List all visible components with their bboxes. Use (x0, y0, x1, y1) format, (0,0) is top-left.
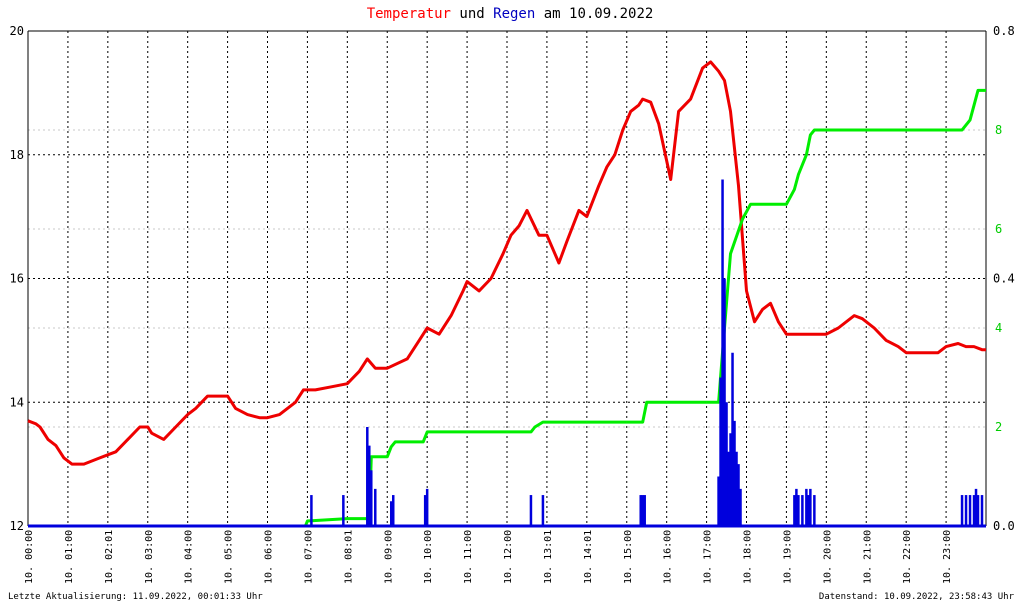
y-right-tick-labels: 0.0 0.4 0.8 2 4 6 8 (993, 24, 1015, 533)
y-right-inner-tick-label: 4 (995, 321, 1002, 335)
y-left-tick-label: 18 (10, 148, 24, 162)
x-tick-label: 10. 18:00 (743, 530, 754, 584)
x-tick-label: 10. 19:00 (782, 530, 793, 584)
y-right-outer-tick-label: 0.0 (993, 519, 1015, 533)
x-tick-label: 10. 09:00 (383, 530, 394, 584)
x-tick-label: 10. 13:01 (543, 530, 554, 584)
y-left-tick-labels: 12 14 16 18 20 (10, 24, 24, 533)
chart-title: Temperatur und Regen am 10.09.2022 (367, 6, 654, 22)
plot-area (27, 60, 986, 528)
x-tick-label: 10. 02:01 (104, 530, 115, 584)
y-left-tick-label: 14 (10, 395, 24, 409)
x-tick-label: 10. 15:00 (623, 530, 634, 584)
grid (28, 31, 986, 526)
y-right-inner-tick-label: 8 (995, 123, 1002, 137)
rain-cumulative-line (28, 88, 986, 528)
x-tick-label: 10. 05:00 (224, 530, 235, 584)
axes (27, 30, 987, 526)
x-tick-label: 10. 20:00 (822, 530, 833, 584)
y-right-outer-tick-label: 0.8 (993, 24, 1015, 38)
y-right-inner-tick-label: 2 (995, 420, 1002, 434)
x-tick-label: 10. 14:01 (583, 530, 594, 584)
x-tick-label: 10. 08:01 (343, 530, 354, 584)
y-right-outer-tick-label: 0.4 (993, 272, 1015, 286)
x-tick-label: 10. 23:00 (942, 530, 953, 584)
y-left-tick-label: 20 (10, 24, 24, 38)
x-tick-label: 10. 06:00 (264, 530, 275, 584)
x-tick-labels: 10. 00:00 10. 01:00 10. 02:01 10. 03:00 10. … (24, 530, 953, 584)
x-tick-label: 10. 16:00 (663, 530, 674, 584)
x-tick-label: 10. 17:00 (703, 530, 714, 584)
x-tick-label: 10. 11:00 (463, 530, 474, 584)
x-tick-label: 10. 10:00 (423, 530, 434, 584)
y-left-tick-label: 16 (10, 272, 24, 286)
title-temperature: Temperatur (367, 6, 451, 22)
title-and: und (451, 6, 493, 22)
x-tick-label: 10. 04:00 (184, 530, 195, 584)
title-date: am 10.09.2022 (535, 6, 653, 22)
x-tick-label: 10. 03:00 (144, 530, 155, 584)
title-rain: Regen (493, 6, 535, 22)
y-left-tick-label: 12 (10, 519, 24, 533)
last-update-text: Letzte Aktualisierung: 11.09.2022, 00:01… (8, 592, 263, 602)
x-tick-label: 10. 21:00 (862, 530, 873, 584)
data-status-text: Datenstand: 10.09.2022, 23:58:43 Uhr (818, 592, 1014, 602)
temperature-line (27, 60, 986, 466)
x-tick-label: 10. 07:00 (303, 530, 314, 584)
x-tick-label: 10. 01:00 (64, 530, 75, 584)
y-right-inner-tick-label: 6 (995, 222, 1002, 236)
x-tick-label: 10. 12:00 (503, 530, 514, 584)
x-tick-label: 10. 22:00 (902, 530, 913, 584)
x-tick-label: 10. 00:00 (24, 530, 35, 584)
